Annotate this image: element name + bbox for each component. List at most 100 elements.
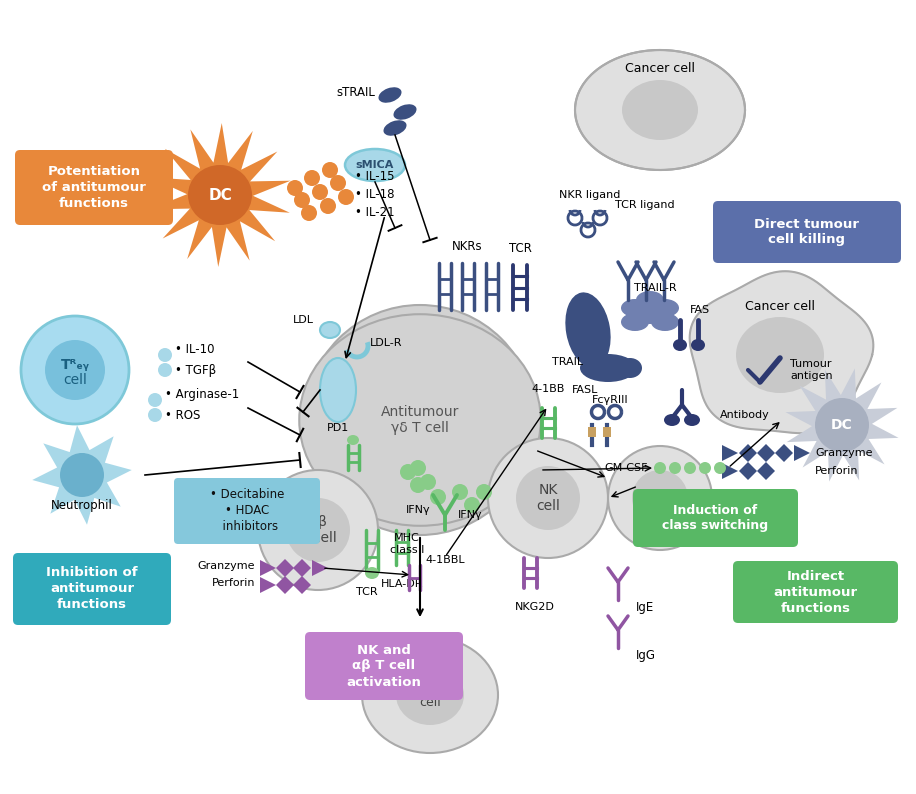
Text: Cancer
cell: Cancer cell (408, 681, 453, 709)
Text: IgE: IgE (636, 602, 654, 615)
Text: Granzyme: Granzyme (198, 561, 255, 571)
Ellipse shape (632, 470, 688, 526)
Circle shape (301, 205, 317, 221)
Ellipse shape (300, 314, 540, 526)
Ellipse shape (575, 50, 745, 170)
Ellipse shape (622, 80, 698, 140)
Circle shape (420, 474, 436, 490)
Polygon shape (260, 560, 276, 576)
Text: TCR: TCR (356, 587, 377, 597)
Ellipse shape (45, 340, 105, 400)
Circle shape (654, 462, 666, 474)
FancyBboxPatch shape (305, 632, 463, 700)
Polygon shape (260, 577, 276, 593)
Ellipse shape (621, 313, 649, 331)
Polygon shape (690, 272, 873, 434)
Ellipse shape (664, 414, 680, 426)
Ellipse shape (651, 313, 679, 331)
Circle shape (699, 462, 711, 474)
Text: Potentiation
of antitumour
functions: Potentiation of antitumour functions (42, 165, 146, 210)
Circle shape (70, 461, 78, 469)
Polygon shape (722, 445, 738, 461)
Text: TCR: TCR (508, 242, 531, 255)
Ellipse shape (394, 104, 417, 120)
Circle shape (287, 180, 303, 196)
Ellipse shape (673, 339, 687, 351)
Text: Direct tumour
cell killing: Direct tumour cell killing (755, 218, 859, 246)
Circle shape (330, 175, 346, 191)
Text: FASL: FASL (572, 385, 598, 395)
Circle shape (148, 393, 162, 407)
Circle shape (148, 408, 162, 422)
Text: IFNγ: IFNγ (458, 510, 483, 520)
Text: Perforin: Perforin (815, 466, 858, 476)
Text: 4-1BB: 4-1BB (531, 384, 564, 394)
Circle shape (400, 464, 416, 480)
Circle shape (158, 363, 172, 377)
Ellipse shape (608, 446, 712, 550)
Text: Tᴿₑᵧ: Tᴿₑᵧ (60, 358, 90, 372)
Text: cell: cell (63, 373, 87, 387)
Circle shape (714, 462, 726, 474)
Ellipse shape (396, 665, 464, 725)
Ellipse shape (636, 306, 664, 324)
Polygon shape (775, 444, 793, 462)
Circle shape (73, 486, 81, 494)
Text: PD1: PD1 (327, 423, 349, 433)
Text: Tumour
antigen: Tumour antigen (790, 359, 833, 381)
Text: TCR ligand: TCR ligand (616, 200, 675, 210)
Text: • IL-15
• IL-18
• IL-21: • IL-15 • IL-18 • IL-21 (355, 171, 395, 219)
Ellipse shape (384, 120, 407, 136)
Polygon shape (276, 559, 294, 577)
FancyBboxPatch shape (174, 478, 320, 544)
Text: NKG2D: NKG2D (515, 602, 555, 612)
Polygon shape (293, 559, 311, 577)
Text: FcγRIII: FcγRIII (592, 395, 628, 405)
Text: sMICA: sMICA (355, 160, 394, 170)
Text: NK
cell: NK cell (536, 483, 560, 513)
Ellipse shape (188, 165, 252, 225)
Text: MHC
class I: MHC class I (390, 534, 424, 555)
Circle shape (523, 483, 533, 493)
Text: GM-CSF: GM-CSF (605, 463, 648, 473)
Ellipse shape (21, 316, 129, 424)
Text: Perforin: Perforin (212, 578, 255, 588)
Text: B cell: B cell (641, 491, 679, 505)
Ellipse shape (736, 317, 824, 393)
Polygon shape (276, 576, 294, 594)
Bar (588, 427, 596, 437)
Circle shape (78, 453, 86, 461)
Ellipse shape (305, 305, 535, 535)
Text: NKRs: NKRs (452, 240, 483, 253)
Text: DC: DC (208, 187, 232, 202)
Circle shape (538, 511, 548, 521)
Text: Cancer cell: Cancer cell (745, 300, 815, 314)
Polygon shape (757, 462, 775, 480)
FancyBboxPatch shape (713, 201, 901, 263)
Ellipse shape (815, 398, 869, 452)
Ellipse shape (60, 453, 104, 497)
Ellipse shape (320, 358, 356, 422)
Text: IFNγ: IFNγ (406, 505, 431, 515)
Polygon shape (785, 368, 899, 481)
Text: • IL-10
• TGFβ: • IL-10 • TGFβ (175, 343, 216, 377)
Text: sTRAIL: sTRAIL (336, 87, 375, 99)
Ellipse shape (365, 567, 379, 579)
FancyBboxPatch shape (733, 561, 898, 623)
Text: HLA-DR: HLA-DR (381, 579, 423, 589)
Circle shape (312, 184, 328, 200)
Circle shape (565, 503, 575, 513)
Ellipse shape (684, 414, 700, 426)
Polygon shape (739, 462, 757, 480)
Text: 4-1BBL: 4-1BBL (425, 555, 464, 565)
Text: TRAIL-R: TRAIL-R (634, 283, 676, 293)
Ellipse shape (345, 149, 405, 181)
Text: • Decitabine
• HDAC
  inhibitors: • Decitabine • HDAC inhibitors (210, 488, 284, 534)
Ellipse shape (347, 435, 359, 445)
Ellipse shape (691, 339, 705, 351)
Circle shape (464, 497, 480, 513)
Circle shape (338, 189, 354, 205)
Text: Antitumour
γδ T cell: Antitumour γδ T cell (381, 405, 459, 435)
Circle shape (410, 460, 426, 476)
Ellipse shape (565, 292, 611, 368)
